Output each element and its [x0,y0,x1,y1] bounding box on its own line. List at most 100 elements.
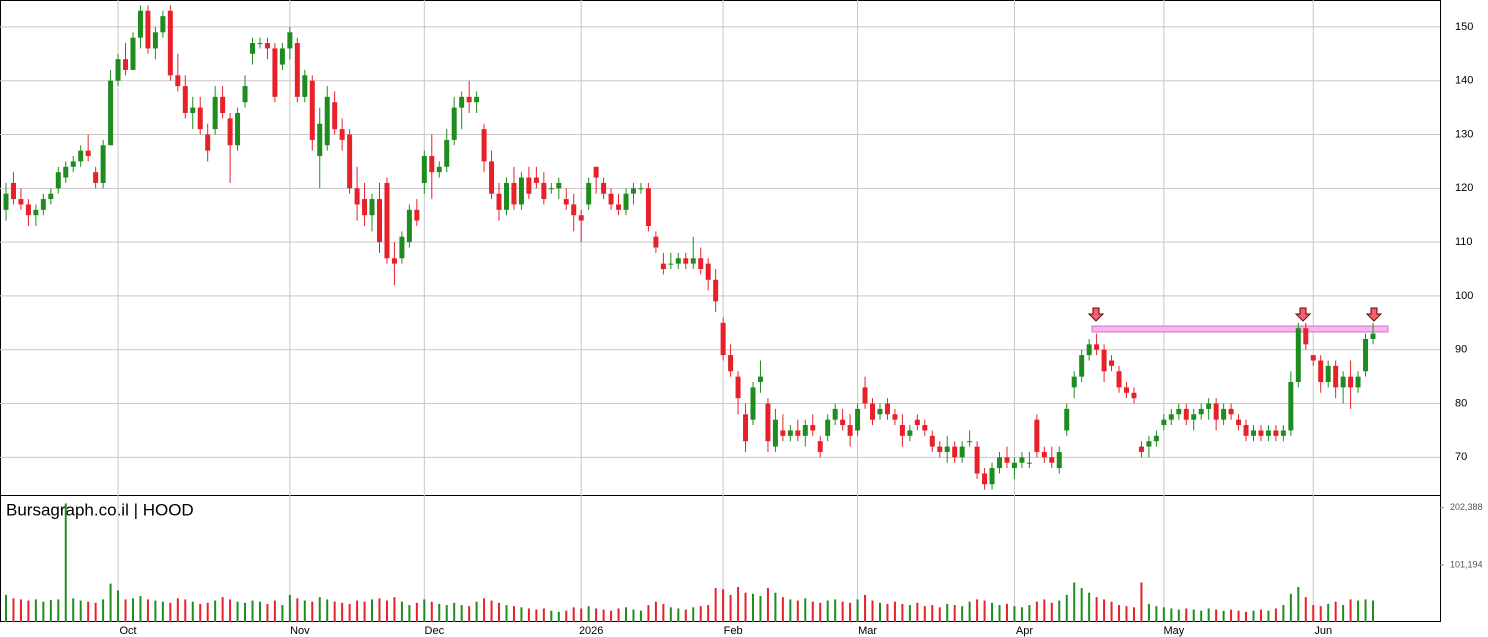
candle-body [1168,414,1174,420]
volume-bar [161,601,164,622]
volume-bar [677,608,680,622]
volume-bar [281,605,284,622]
candle-body [137,10,143,38]
candle-body [578,215,584,221]
volume-bar [445,605,448,622]
volume-bar [1147,603,1150,622]
candle-body [571,204,577,216]
volume-bar [34,599,37,622]
volume-bar [438,603,441,622]
volume-bar [699,606,702,622]
candle-body [100,145,106,183]
volume-bar [580,608,583,622]
x-tick-label: Dec [425,625,445,637]
volume-bar [57,599,60,622]
candle-body [489,161,495,194]
candle-body [997,457,1003,469]
volume-bar [236,601,239,622]
candle-body [840,419,846,426]
volume-bar [191,601,194,622]
volume-bar [102,599,105,622]
candle-body [847,425,853,436]
volume-bar [1162,607,1165,622]
candle-body [347,134,353,189]
candle-body [1213,403,1219,420]
volume-bar [1118,605,1121,622]
candle-body [362,199,368,216]
candle-body [563,199,569,205]
volume-bar [1035,601,1038,622]
volume-bar [931,605,934,622]
volume-bar [229,599,232,622]
volume-bar [692,607,695,622]
volume-bar [527,608,530,622]
volume-bar [1282,605,1285,622]
candle-body [339,129,345,140]
candle-body [922,425,928,431]
candle-body [907,430,913,436]
candle-body [1340,376,1346,388]
candle-body [959,446,965,458]
candle-body [1161,419,1167,426]
candle-body [638,188,644,190]
candle-body [190,107,196,113]
candle-body [160,16,166,33]
volume-bar [214,600,217,622]
y-tick-label: 150 [1455,21,1473,33]
volume-bar [654,601,657,622]
volume-bar [288,594,291,622]
candle-body [1310,355,1316,361]
candle-body [324,96,330,146]
volume-bar [206,602,209,622]
candle-body [1333,365,1339,388]
candle-body [1146,441,1152,447]
volume-bar [326,599,329,622]
volume-bar [498,602,501,622]
candle-body [1318,360,1324,383]
candle-body [212,96,218,130]
candle-body [93,172,99,183]
candle-body [115,59,121,81]
volume-bar [766,588,769,622]
candle-body [18,199,24,205]
volume-bar [819,602,822,622]
volume-bar [363,601,366,622]
volume-bar [378,598,381,622]
candle-body [481,129,487,162]
candle-body [616,204,622,210]
volume-bar [27,600,30,622]
candle-body [944,446,950,452]
candle-body [795,430,801,436]
volume-bar [1028,605,1031,622]
x-tick-label: May [1163,625,1184,637]
candle-body [1325,365,1331,383]
volume-bar [714,588,717,622]
candle-body [1288,382,1294,431]
candle-body [451,107,457,140]
volume-bar [1132,607,1135,622]
volume-bar [460,605,463,622]
candle-body [720,322,726,356]
volume-bar [886,603,889,622]
candle-body [70,161,76,167]
volume-bar [811,601,814,622]
candle-body [884,403,890,415]
volume-bar [333,601,336,622]
volume-bar [1088,592,1091,622]
candle-body [459,96,465,108]
volume-bar [849,602,852,622]
candle-body [242,86,248,103]
candle-body [1236,419,1242,426]
volume-bar [602,609,605,622]
volume-bar [87,601,90,622]
candle-body [728,355,734,372]
candle-body [982,473,988,485]
candle-body [743,414,749,442]
y-tick-label: 90 [1455,344,1467,356]
volume-bar [610,610,613,622]
volume-bar [729,594,732,622]
candle-body [989,468,995,485]
candle-body [406,209,412,243]
candle-body [899,425,905,436]
volume-bar [139,596,142,622]
